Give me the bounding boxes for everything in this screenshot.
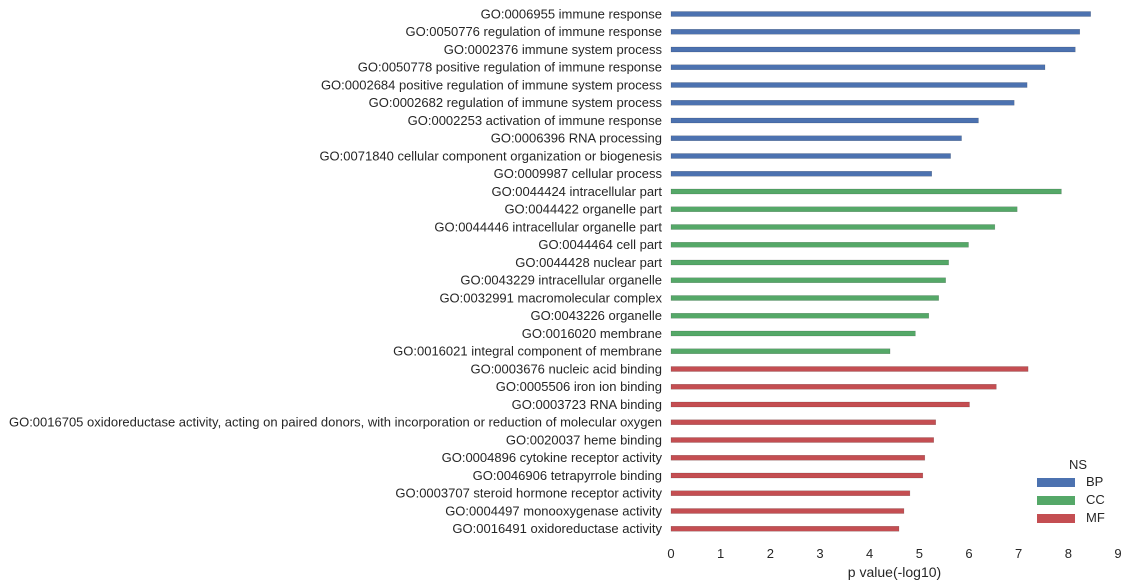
- bar-cc: [670, 313, 930, 319]
- category-label: GO:0046906 tetrapyrrole binding: [473, 468, 662, 483]
- category-label: GO:0005506 iron ion binding: [496, 379, 662, 394]
- category-label: GO:0044428 nuclear part: [515, 255, 662, 270]
- legend-swatch-cc: [1037, 496, 1075, 505]
- bar-bp: [670, 82, 1028, 88]
- bar-mf: [670, 419, 936, 425]
- x-tick-label: 5: [916, 546, 923, 561]
- bar-mf: [670, 366, 1029, 372]
- bar-cc: [670, 330, 916, 337]
- bar-cc: [670, 224, 996, 230]
- bar-mf: [670, 401, 970, 408]
- x-tick-label: 3: [816, 546, 823, 561]
- bar-mf: [670, 490, 911, 496]
- bar-cc: [670, 188, 1062, 195]
- bar-bp: [670, 153, 951, 159]
- category-label: GO:0003707 steroid hormone receptor acti…: [395, 486, 662, 501]
- bar-bp: [670, 64, 1046, 70]
- legend-label-cc: CC: [1086, 492, 1105, 507]
- bar-cc: [670, 348, 891, 354]
- bar-bp: [670, 11, 1091, 17]
- bar-bp: [670, 135, 962, 141]
- category-label: GO:0002376 immune system process: [444, 42, 663, 57]
- category-label: GO:0016020 membrane: [522, 326, 662, 341]
- legend-title: NS: [1069, 457, 1087, 472]
- category-label: GO:0050778 positive regulation of immune…: [358, 60, 662, 75]
- bar-bp: [670, 46, 1076, 53]
- bar-mf: [670, 384, 997, 390]
- category-label: GO:0020037 heme binding: [506, 432, 662, 447]
- category-label: GO:0044424 intracellular part: [491, 184, 662, 199]
- category-label: GO:0016705 oxidoreductase activity, acti…: [9, 415, 662, 430]
- bar-bp: [670, 29, 1081, 35]
- x-axis-title: p value(-log10): [848, 564, 941, 580]
- bar-cc: [670, 206, 1018, 212]
- bar-cc: [670, 259, 949, 266]
- bar-bp: [670, 171, 932, 177]
- x-tick-label: 8: [1065, 546, 1072, 561]
- bar-mf: [670, 437, 934, 443]
- category-label: GO:0043226 organelle: [530, 308, 662, 323]
- category-label: GO:0004896 cytokine receptor activity: [442, 450, 663, 465]
- bar-mf: [670, 472, 924, 479]
- category-labels: GO:0006955 immune response GO:0050776 reg…: [9, 6, 663, 536]
- legend-swatch-bp: [1037, 478, 1075, 487]
- x-tick-label: 1: [717, 546, 724, 561]
- category-label: GO:0044446 intracellular organelle part: [434, 219, 662, 234]
- category-label: GO:0003723 RNA binding: [512, 397, 662, 412]
- legend-swatch-mf: [1037, 514, 1075, 523]
- legend: NS BP CC MF: [1037, 457, 1105, 525]
- category-label: GO:0016491 oxidoreductase activity: [452, 521, 662, 536]
- bar-cc: [670, 277, 946, 283]
- bars: [670, 11, 1091, 532]
- category-label: GO:0044422 organelle part: [504, 202, 662, 217]
- bar-bp: [670, 100, 1015, 106]
- bar-bp: [670, 117, 979, 124]
- x-tick-label: 4: [866, 546, 873, 561]
- x-tick-label: 9: [1114, 546, 1121, 561]
- category-label: GO:0002684 positive regulation of immune…: [321, 77, 663, 92]
- category-label: GO:0032991 macromolecular complex: [439, 290, 662, 305]
- x-tick-label: 6: [965, 546, 972, 561]
- bar-mf: [670, 455, 926, 461]
- x-tick-label: 2: [767, 546, 774, 561]
- x-axis-ticks: 0 1 2 3 4 5 6 7 8 9: [667, 546, 1121, 561]
- bar-cc: [670, 295, 939, 301]
- legend-label-bp: BP: [1086, 474, 1103, 489]
- category-label: GO:0071840 cellular component organizati…: [319, 148, 662, 163]
- category-label: GO:0006396 RNA processing: [491, 131, 662, 146]
- category-label: GO:0003676 nucleic acid binding: [470, 361, 662, 376]
- bar-mf: [670, 508, 905, 514]
- category-label: GO:0044464 cell part: [538, 237, 662, 252]
- x-tick-label: 7: [1015, 546, 1022, 561]
- category-label: GO:0016021 integral component of membran…: [393, 344, 662, 359]
- bar-cc: [670, 242, 969, 248]
- legend-label-mf: MF: [1086, 510, 1105, 525]
- bar-mf: [670, 526, 900, 532]
- category-label: GO:0006955 immune response: [481, 6, 662, 21]
- category-label: GO:0002682 regulation of immune system p…: [369, 95, 663, 110]
- category-label: GO:0050776 regulation of immune response: [405, 24, 662, 39]
- category-label: GO:0004497 monooxygenase activity: [445, 503, 662, 518]
- category-label: GO:0043229 intracellular organelle: [460, 273, 662, 288]
- category-label: GO:0002253 activation of immune response: [408, 113, 662, 128]
- category-label: GO:0009987 cellular process: [494, 166, 663, 181]
- x-tick-label: 0: [667, 546, 674, 561]
